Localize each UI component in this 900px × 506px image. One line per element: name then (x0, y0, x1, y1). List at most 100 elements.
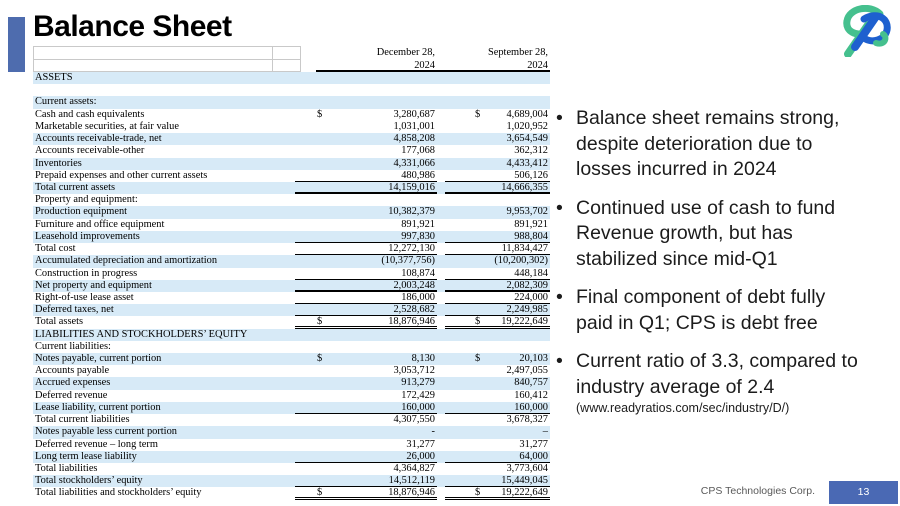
bullet-note: (www.readyratios.com/sec/industry/D/) (576, 401, 790, 415)
value-sep-2024: 15,449,045 (445, 475, 550, 488)
balance-sheet-table: December 28, September 28, 2024 2024 ASS… (33, 46, 550, 500)
table-header: December 28, September 28, 2024 2024 (33, 46, 550, 72)
table-row: Total current assets 14,159,016 14,666,3… (33, 181, 550, 195)
header-underline (316, 70, 550, 72)
value-dec-2024: 186,000 (295, 292, 437, 305)
value-sep-2024: 11,834,427 (445, 243, 550, 256)
value-dec-2024: 2,003,248 (295, 280, 437, 292)
row-label: Leasehold improvements (35, 230, 140, 242)
table-row: Deferred revenue – long term 31,277 31,2… (33, 438, 550, 451)
table-row: Total stockholders’ equity 14,512,119 15… (33, 475, 550, 488)
row-label: Deferred taxes, net (35, 304, 114, 316)
bullet-text: Continued use of cash to fund Revenue gr… (576, 196, 836, 270)
currency-sign: $ (317, 316, 323, 328)
table-row: LIABILITIES AND STOCKHOLDERS’ EQUITY (33, 328, 550, 341)
value-sep-2024 (445, 194, 550, 206)
value-dec-2024: 3,053,712 (393, 365, 435, 377)
value-dec-2024: 14,512,119 (295, 475, 437, 488)
value-dec-2024: 160,000 (295, 402, 437, 415)
value-sep-2024: 362,312 (514, 145, 548, 157)
row-label: Accounts receivable-trade, net (35, 133, 162, 145)
value-dec-2024: $3,280,687 (317, 108, 435, 120)
value-dec-2024 (295, 84, 437, 96)
value-dec-2024: 1,031,001 (393, 120, 435, 132)
value-dec-2024: 2,528,682 (295, 304, 437, 317)
row-label: Lease liability, current portion (35, 401, 161, 413)
value-dec-2024: 480,986 (295, 170, 437, 182)
cps-logo-icon (834, 4, 892, 62)
value-dec-2024: (10,377,756) (381, 255, 435, 267)
value-dec-2024: - (431, 426, 435, 438)
table-row: Total liabilities and stockholders’ equi… (33, 487, 550, 500)
bullet-item: • Continued use of cash to fund Revenue … (556, 196, 900, 273)
bullet-text: Final component of debt fully paid in Q1… (576, 286, 826, 334)
value-sep-2024: 9,953,702 (506, 206, 548, 218)
table-row: Total assets $18,876,946 $19,222,649 (33, 316, 550, 329)
value-sep-2024: 2,497,055 (506, 365, 548, 377)
row-label: Total cost (35, 243, 76, 255)
value-sep-2024: 64,000 (445, 451, 550, 463)
table-row: Construction in progress 108,874 448,184 (33, 267, 550, 280)
value-sep-2024: 506,126 (445, 170, 550, 182)
table-row: Long term lease liability 26,000 64,000 (33, 450, 550, 463)
value-dec-2024: 31,277 (406, 438, 435, 450)
table-row: Leasehold improvements 997,830 988,804 (33, 230, 550, 244)
currency-sign: $ (475, 353, 481, 365)
row-label: Current assets: (35, 96, 97, 108)
currency-sign: $ (475, 316, 481, 328)
row-label: Notes payable, current portion (35, 353, 162, 365)
value-dec-2024: 26,000 (295, 451, 437, 463)
table-row: Production equipment 10,382,379 9,953,70… (33, 206, 550, 219)
row-label: Accounts payable (35, 365, 110, 377)
value-dec-2024: 172,429 (401, 389, 435, 401)
value-sep-2024: 3,654,549 (506, 133, 548, 145)
value-dec-2024: $18,876,946 (295, 487, 437, 500)
table-row: Accumulated depreciation and amortizatio… (33, 255, 550, 268)
table-row: Property and equipment: (33, 194, 550, 207)
bullet-icon: • (556, 286, 563, 308)
row-label: Furniture and office equipment (35, 218, 165, 230)
value-sep-2024: (10,200,302) (494, 255, 548, 267)
value-dec-2024: 913,279 (401, 377, 435, 389)
value-dec-2024: 997,830 (295, 231, 437, 244)
table-row: Inventories 4,331,066 4,433,412 (33, 157, 550, 170)
column-header-sep-year: 2024 (527, 60, 548, 71)
table-row: Deferred revenue 172,429 160,412 (33, 389, 550, 402)
value-sep-2024: 14,666,355 (445, 182, 550, 195)
value-sep-2024: $19,222,649 (445, 316, 550, 329)
currency-sign: $ (317, 108, 323, 120)
table-row: Cash and cash equivalents $3,280,687 $4,… (33, 108, 550, 121)
table-row: Accounts payable 3,053,712 2,497,055 (33, 365, 550, 378)
row-label: Production equipment (35, 206, 128, 218)
value-sep-2024: $20,103 (475, 353, 548, 365)
value-sep-2024 (445, 329, 550, 341)
table-row: Right-of-use lease asset 186,000 224,000 (33, 291, 550, 305)
bullet-item: • Balance sheet remains strong, despite … (556, 106, 900, 183)
row-label: Accrued expenses (35, 377, 111, 389)
row-label: Total liabilities (35, 463, 98, 474)
currency-sign: $ (317, 353, 323, 365)
value-sep-2024: $4,689,004 (475, 108, 548, 120)
table-row: Notes payable, current portion $8,130 $2… (33, 353, 550, 366)
title-accent-bar (8, 17, 25, 72)
table-row: Net property and equipment 2,003,248 2,0… (33, 279, 550, 292)
row-label: Total current liabilities (35, 414, 130, 426)
value-sep-2024: 448,184 (445, 268, 550, 280)
bullet-item: • Current ratio of 3.3, compared to indu… (556, 349, 900, 416)
value-sep-2024: 3,773,604 (506, 463, 548, 474)
table-row: Notes payable less current portion - – (33, 426, 550, 439)
row-label: Construction in progress (35, 267, 138, 279)
column-header-dec: December 28, (376, 47, 435, 58)
currency-sign: $ (475, 487, 481, 499)
bullet-list: • Balance sheet remains strong, despite … (556, 106, 900, 429)
table-row: Furniture and office equipment 891,921 8… (33, 218, 550, 231)
value-dec-2024: 14,159,016 (295, 182, 437, 195)
row-label: Current liabilities: (35, 340, 111, 352)
table-row (33, 84, 550, 97)
row-label: Notes payable less current portion (35, 426, 177, 438)
row-label: Deferred revenue – long term (35, 438, 158, 450)
value-sep-2024: – (542, 426, 548, 438)
table-row: Current liabilities: (33, 340, 550, 354)
bullet-item: • Final component of debt fully paid in … (556, 285, 900, 336)
